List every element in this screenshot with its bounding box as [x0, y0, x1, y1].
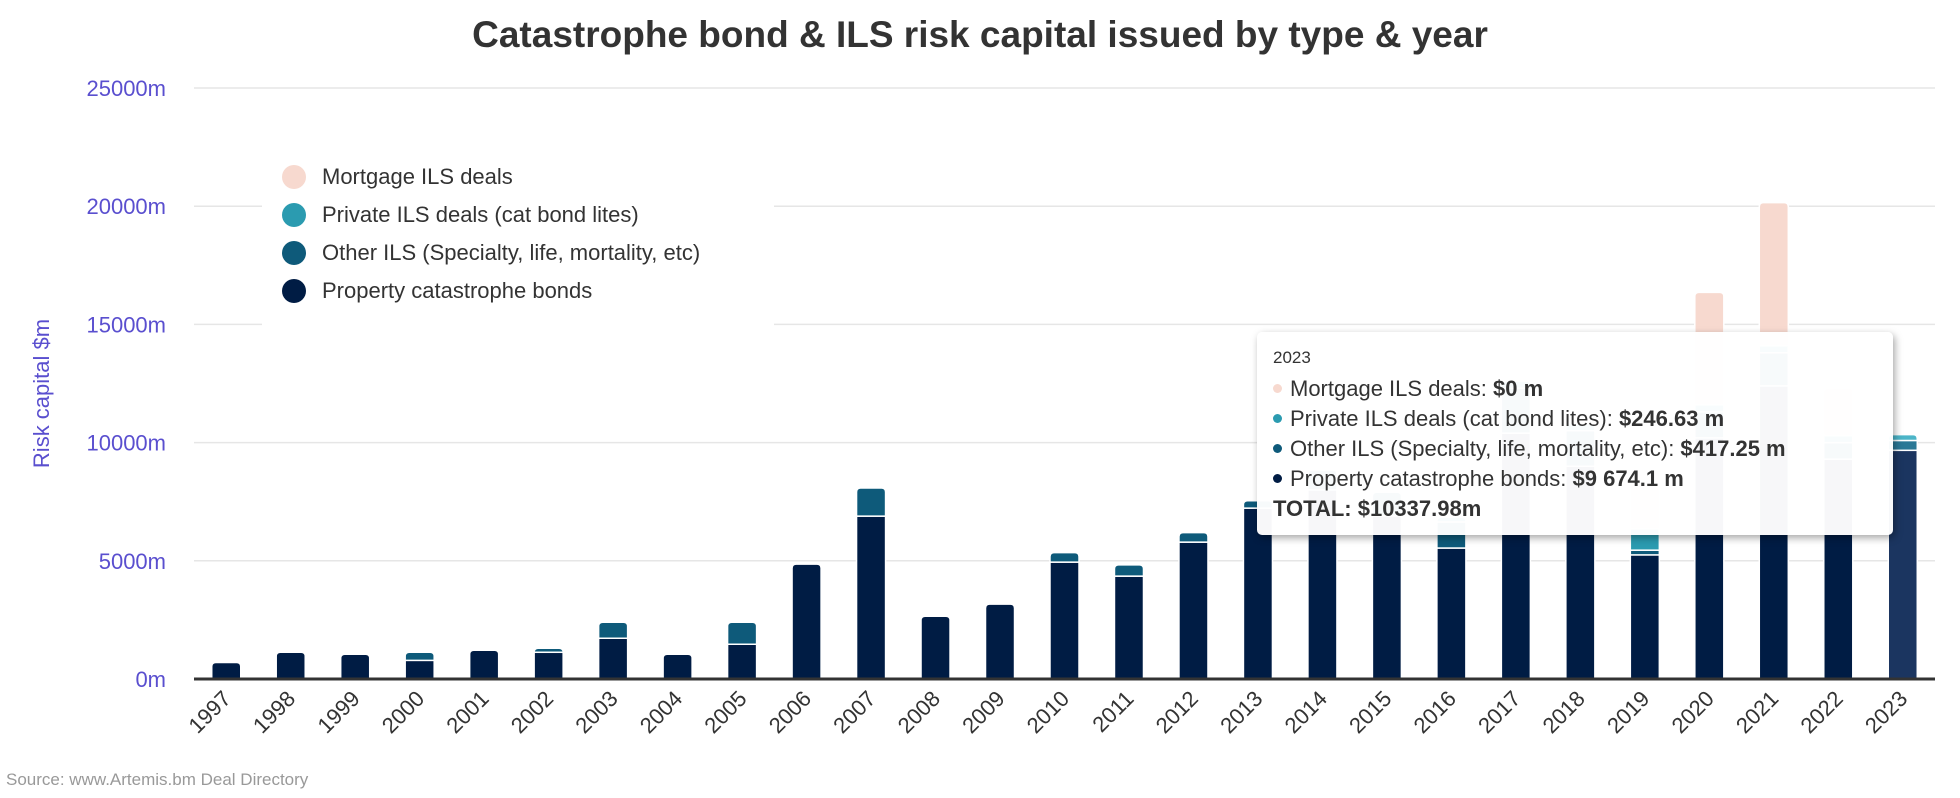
x-tick-label: 2022 — [1796, 686, 1848, 738]
tooltip-label: Property catastrophe bonds: — [1290, 466, 1573, 491]
bar-segment — [275, 651, 306, 680]
tooltip-year: 2023 — [1273, 348, 1311, 367]
legend-label: Other ILS (Specialty, life, mortality, e… — [322, 240, 701, 265]
dot-icon — [1273, 383, 1282, 393]
bar-segment — [533, 647, 564, 654]
x-tick-label: 2004 — [635, 686, 687, 738]
tooltip-label: Private ILS deals (cat bond lites): — [1290, 406, 1619, 431]
x-tick-label: 1999 — [312, 686, 364, 738]
legend-dot-icon — [282, 165, 306, 189]
bar-segment — [791, 563, 822, 680]
tooltip-row-property-cat: Property catastrophe bonds: $9 674.1 m — [1273, 464, 1877, 494]
x-tick-label: 2017 — [1473, 686, 1525, 738]
source-credit[interactable]: Source: www.Artemis.bm Deal Directory — [6, 770, 309, 789]
bar-segment — [404, 651, 435, 662]
bar-segment — [1887, 449, 1919, 680]
dot-icon — [1273, 473, 1282, 483]
x-tick-label: 2007 — [828, 686, 880, 738]
legend-dot-icon — [282, 279, 306, 303]
chart-title: Catastrophe bond & ILS risk capital issu… — [472, 14, 1488, 55]
bar-segment — [597, 621, 629, 639]
bar-segment — [1629, 554, 1661, 680]
legend-dot-icon — [282, 241, 306, 265]
bar-segment — [468, 649, 500, 680]
bar-segment — [920, 615, 951, 680]
x-tick-label: 1998 — [248, 686, 300, 738]
x-tick-label: 2012 — [1151, 686, 1203, 738]
x-tick-label: 2015 — [1344, 686, 1396, 738]
tooltip-label: Mortgage ILS deals: — [1290, 376, 1494, 401]
x-tick-label: 2008 — [893, 686, 945, 738]
x-tick-label: 2013 — [1215, 686, 1267, 738]
x-tick-label: 2005 — [699, 686, 751, 738]
x-tick-label: 2011 — [1087, 686, 1138, 737]
bar-segment — [726, 643, 758, 680]
x-tick-label: 2001 — [441, 686, 493, 738]
tooltip: 2023 Mortgage ILS deals: $0 m Private IL… — [1257, 332, 1893, 535]
x-tick-label: 2016 — [1409, 686, 1461, 738]
x-tick-label: 2018 — [1538, 686, 1590, 738]
bar-segment — [855, 515, 887, 680]
bar-segment — [1113, 564, 1145, 577]
x-tick-label: 2003 — [570, 686, 622, 738]
x-tick-label: 2023 — [1860, 686, 1912, 738]
legend-label: Property catastrophe bonds — [322, 278, 593, 303]
tooltip-value: $9 674.1 m — [1572, 466, 1684, 491]
x-tick-label: 2021 — [1731, 686, 1783, 738]
tooltip-row-private-ils: Private ILS deals (cat bond lites): $246… — [1273, 404, 1877, 434]
x-tick-label: 2002 — [506, 686, 558, 738]
tooltip-value: $246.63 m — [1618, 406, 1725, 431]
tooltip-row-other-ils: Other ILS (Specialty, life, mortality, e… — [1273, 434, 1877, 464]
bar-segment — [1178, 541, 1209, 680]
bar-segment — [1049, 551, 1080, 563]
x-tick-label: 2019 — [1602, 686, 1654, 738]
bar-segment — [1371, 515, 1403, 680]
bar-segment — [1436, 547, 1467, 680]
x-tick-label: 2014 — [1280, 686, 1332, 738]
y-tick-label: 5000m — [99, 549, 166, 574]
tooltip-value: $417.25 m — [1680, 436, 1786, 461]
bar-segment — [1113, 575, 1145, 680]
y-tick-label: 10000m — [86, 431, 166, 456]
bar-segment — [1178, 531, 1209, 543]
y-tick-label: 15000m — [86, 312, 166, 337]
x-tick-label: 1997 — [183, 686, 235, 738]
y-tick-label: 25000m — [86, 76, 166, 101]
legend-item-other-ils[interactable]: Other ILS (Specialty, life, mortality, e… — [262, 234, 774, 272]
legend: Mortgage ILS deals Private ILS deals (ca… — [262, 158, 774, 330]
bar-segment — [533, 651, 564, 680]
bar-segment — [1758, 201, 1790, 347]
tooltip-total: TOTAL: $10337.98m — [1273, 496, 1482, 521]
legend-dot-icon — [282, 203, 306, 227]
y-tick-label: 0m — [135, 667, 166, 692]
legend-item-property-cat[interactable]: Property catastrophe bonds — [262, 272, 774, 310]
x-tick-label: 2010 — [1022, 686, 1074, 738]
x-tick-label: 2009 — [957, 686, 1009, 738]
x-tick-label: 2006 — [764, 686, 816, 738]
dot-icon — [1273, 413, 1282, 423]
bar-segment — [662, 653, 693, 680]
bar-segment — [726, 621, 758, 645]
legend-item-private-ils[interactable]: Private ILS deals (cat bond lites) — [262, 196, 774, 234]
tooltip-value: $0 m — [1493, 376, 1544, 401]
dot-icon — [1273, 443, 1282, 453]
tooltip-row-mortgage: Mortgage ILS deals: $0 m — [1273, 374, 1877, 404]
bar-segment — [210, 661, 242, 680]
legend-label: Mortgage ILS deals — [322, 164, 513, 189]
bar-segment — [984, 603, 1016, 680]
bar-segment — [597, 637, 629, 680]
y-tick-label: 20000m — [86, 194, 166, 219]
bar-segment — [855, 487, 887, 517]
bar-segment — [1242, 507, 1274, 680]
bar-segment — [339, 653, 371, 680]
bar-segment — [404, 659, 435, 680]
y-axis-title: Risk capital $m — [29, 319, 54, 468]
legend-item-mortgage[interactable]: Mortgage ILS deals — [262, 158, 774, 196]
x-tick-label: 2020 — [1667, 686, 1719, 738]
bar-segment — [1049, 561, 1080, 680]
x-tick-label: 2000 — [377, 686, 429, 738]
legend-label: Private ILS deals (cat bond lites) — [322, 202, 639, 227]
tooltip-label: Other ILS (Specialty, life, mortality, e… — [1290, 436, 1681, 461]
